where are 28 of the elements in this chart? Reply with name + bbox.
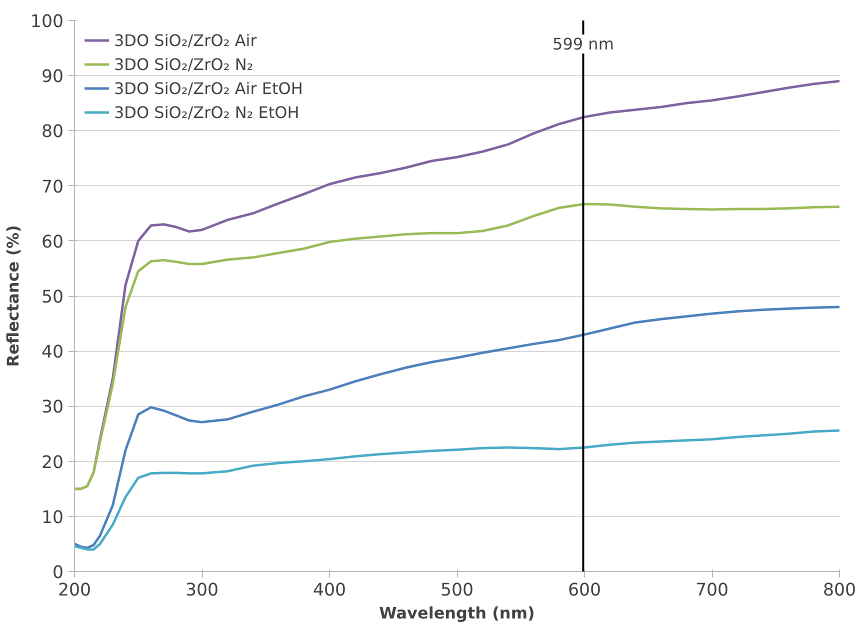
ref-line-label: 599 nm — [552, 34, 614, 54]
x-tick-label: 200 — [58, 580, 92, 600]
y-tick-label: 10 — [41, 508, 64, 528]
y-tick-label: 100 — [30, 12, 64, 32]
y-axis-title: Reflectance (%) — [3, 225, 22, 367]
y-tick-label: 30 — [41, 398, 64, 418]
x-tick-label: 400 — [312, 580, 346, 600]
legend-label: 3DO SiO₂/ZrO₂ N₂ — [114, 54, 254, 74]
legend-label: 3DO SiO₂/ZrO₂ Air — [114, 30, 257, 50]
legend-label: 3DO SiO₂/ZrO₂ N₂ EtOH — [114, 102, 300, 122]
y-tick-label: 80 — [41, 122, 64, 142]
x-tick-label: 800 — [822, 580, 856, 600]
y-tick-label: 20 — [41, 452, 64, 473]
x-tick-label: 600 — [568, 580, 602, 600]
y-tick-label: 70 — [41, 177, 64, 198]
legend-label: 3DO SiO₂/ZrO₂ Air EtOH — [114, 78, 303, 98]
y-tick-label: 90 — [41, 67, 64, 88]
x-tick-label: 300 — [185, 580, 219, 600]
x-tick-label: 500 — [440, 580, 474, 600]
line-series — [74, 202, 840, 490]
y-tick-label: 40 — [41, 342, 64, 363]
line-series — [74, 429, 840, 551]
y-tick-label: 50 — [41, 288, 64, 308]
y-tick-label: 60 — [41, 232, 64, 252]
x-axis-title: Wavelength (nm) — [379, 604, 535, 622]
y-tick-label: 0 — [52, 563, 64, 583]
line-series — [74, 306, 840, 550]
x-tick-label: 700 — [695, 580, 729, 600]
